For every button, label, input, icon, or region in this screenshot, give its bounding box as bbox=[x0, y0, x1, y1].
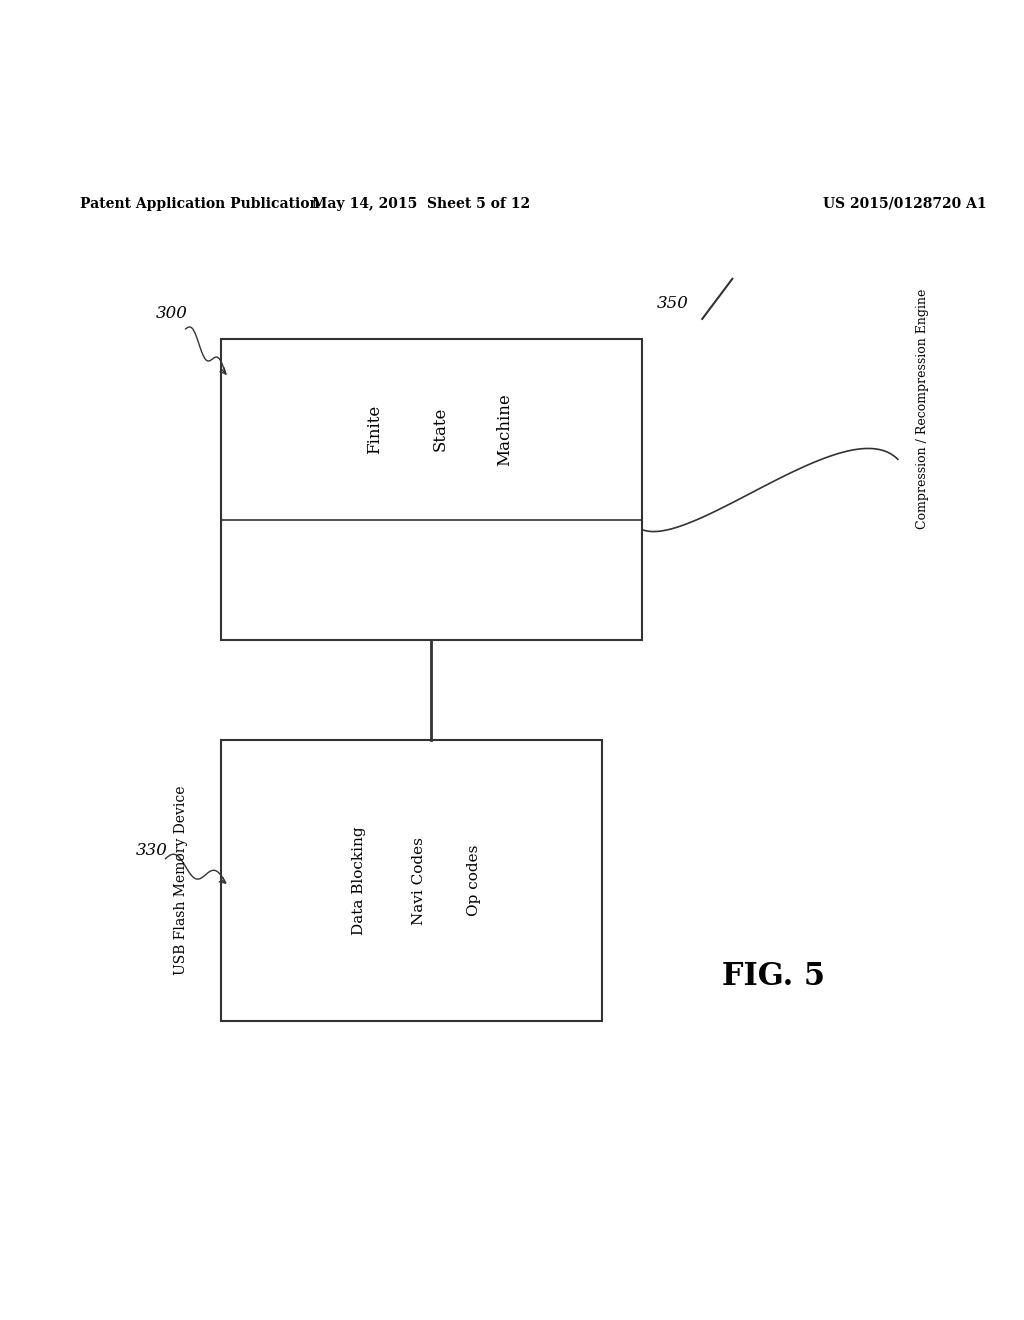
Text: 300: 300 bbox=[156, 305, 187, 322]
Bar bbox=[221, 741, 602, 1022]
Text: Compression / Recompression Engine: Compression / Recompression Engine bbox=[916, 289, 930, 529]
Text: FIG. 5: FIG. 5 bbox=[722, 961, 825, 991]
Text: State: State bbox=[431, 407, 449, 451]
Text: Navi Codes: Navi Codes bbox=[412, 837, 426, 924]
Text: Finite: Finite bbox=[367, 405, 383, 454]
Text: May 14, 2015  Sheet 5 of 12: May 14, 2015 Sheet 5 of 12 bbox=[312, 197, 530, 210]
Text: 350: 350 bbox=[657, 296, 689, 313]
Text: Data Blocking: Data Blocking bbox=[352, 826, 366, 935]
Text: 330: 330 bbox=[135, 842, 167, 859]
Text: Op codes: Op codes bbox=[467, 845, 481, 916]
Bar bbox=[221, 339, 642, 640]
Text: Machine: Machine bbox=[497, 393, 513, 466]
Text: USB Flash Memory Device: USB Flash Memory Device bbox=[174, 785, 187, 975]
Text: US 2015/0128720 A1: US 2015/0128720 A1 bbox=[822, 197, 986, 210]
Text: Patent Application Publication: Patent Application Publication bbox=[80, 197, 319, 210]
